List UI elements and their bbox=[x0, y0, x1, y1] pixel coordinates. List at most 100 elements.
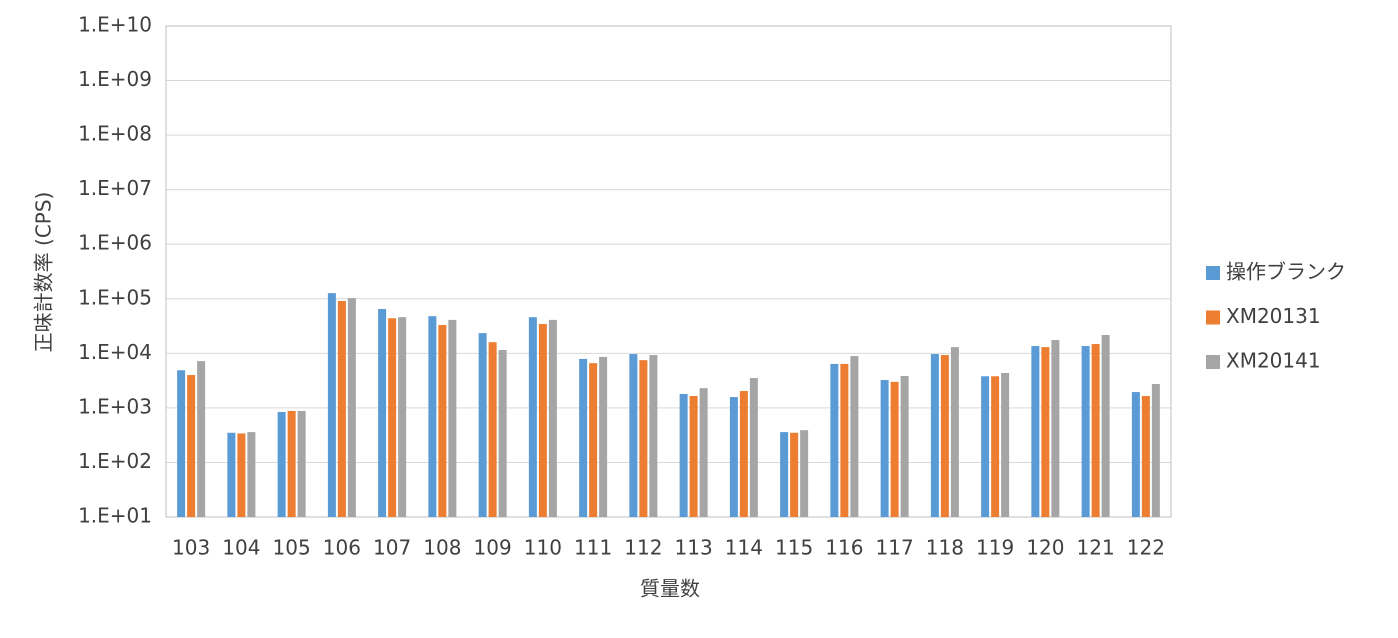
y-axis-label: 正味計数率 (CPS) bbox=[32, 192, 56, 353]
bar bbox=[649, 355, 658, 517]
y-tick-label: 1.E+01 bbox=[78, 504, 152, 528]
x-tick-label: 108 bbox=[423, 536, 461, 560]
x-tick-label: 117 bbox=[876, 536, 914, 560]
bar bbox=[880, 380, 889, 517]
x-tick-label: 119 bbox=[976, 536, 1014, 560]
bar bbox=[488, 342, 497, 517]
y-tick-label: 1.E+03 bbox=[78, 394, 152, 418]
x-tick-label: 113 bbox=[675, 536, 713, 560]
bar bbox=[900, 376, 909, 517]
bar bbox=[830, 363, 839, 517]
y-tick-label: 1.E+04 bbox=[78, 340, 152, 364]
bar bbox=[277, 412, 286, 517]
bar bbox=[739, 390, 748, 517]
bar bbox=[790, 432, 799, 517]
bar bbox=[528, 317, 537, 517]
x-tick-label: 118 bbox=[926, 536, 964, 560]
x-tick-label: 115 bbox=[775, 536, 813, 560]
x-tick-label: 110 bbox=[524, 536, 562, 560]
x-tick-label: 104 bbox=[222, 536, 260, 560]
bar bbox=[850, 356, 859, 517]
x-tick-label: 116 bbox=[825, 536, 863, 560]
bar bbox=[177, 370, 186, 517]
legend-label: XM20141 bbox=[1226, 349, 1321, 373]
bar bbox=[1151, 384, 1160, 517]
bar bbox=[599, 356, 608, 517]
bar bbox=[448, 319, 457, 517]
legend-swatch bbox=[1206, 355, 1220, 369]
bar bbox=[1141, 396, 1150, 517]
bar bbox=[498, 350, 507, 517]
bar bbox=[800, 430, 809, 517]
y-tick-label: 1.E+02 bbox=[78, 449, 152, 473]
bar bbox=[840, 363, 849, 517]
bar bbox=[1051, 340, 1060, 517]
x-tick-label: 103 bbox=[172, 536, 210, 560]
x-tick-label: 109 bbox=[474, 536, 512, 560]
bar bbox=[1101, 334, 1110, 517]
x-tick-label: 107 bbox=[373, 536, 411, 560]
bar bbox=[227, 432, 236, 517]
bar bbox=[1131, 392, 1140, 517]
bar bbox=[940, 355, 949, 517]
bar bbox=[1091, 344, 1100, 517]
bar bbox=[327, 293, 336, 517]
y-tick-label: 1.E+10 bbox=[78, 13, 152, 37]
legend-label: XM20131 bbox=[1226, 304, 1321, 328]
plot-frame bbox=[165, 25, 1172, 518]
bar bbox=[930, 354, 939, 517]
bar bbox=[579, 358, 588, 517]
bar bbox=[428, 316, 437, 517]
bar bbox=[689, 396, 698, 517]
bar bbox=[548, 319, 557, 517]
bar bbox=[780, 432, 789, 517]
bar bbox=[1031, 346, 1040, 517]
bar bbox=[629, 354, 638, 517]
y-tick-label: 1.E+06 bbox=[78, 231, 152, 255]
bar bbox=[639, 360, 648, 517]
bar bbox=[378, 308, 387, 517]
y-tick-label: 1.E+09 bbox=[78, 67, 152, 91]
bar bbox=[1001, 373, 1010, 517]
bar bbox=[478, 333, 487, 517]
x-tick-label: 121 bbox=[1077, 536, 1115, 560]
bar bbox=[981, 376, 990, 517]
bar bbox=[749, 378, 758, 517]
x-tick-label: 114 bbox=[725, 536, 763, 560]
bar bbox=[398, 317, 407, 517]
bar bbox=[991, 376, 1000, 517]
bar bbox=[297, 410, 306, 517]
bar bbox=[699, 388, 708, 517]
bar bbox=[247, 432, 256, 517]
y-tick-label: 1.E+07 bbox=[78, 176, 152, 200]
legend-swatch bbox=[1206, 310, 1220, 325]
bar bbox=[287, 410, 296, 517]
bar bbox=[237, 433, 246, 517]
bar bbox=[589, 363, 598, 517]
x-axis-label: 質量数 bbox=[640, 577, 700, 601]
x-tick-label: 122 bbox=[1127, 536, 1165, 560]
legend-label: 操作ブランク bbox=[1226, 260, 1346, 284]
x-tick-label: 112 bbox=[624, 536, 662, 560]
bar bbox=[187, 375, 196, 517]
x-tick-label: 120 bbox=[1026, 536, 1064, 560]
legend-swatch bbox=[1206, 266, 1220, 280]
x-tick-label: 105 bbox=[273, 536, 311, 560]
x-tick-label: 106 bbox=[323, 536, 361, 560]
bar bbox=[1041, 347, 1050, 517]
bar bbox=[679, 393, 688, 517]
bar bbox=[347, 298, 356, 517]
bar bbox=[950, 347, 959, 517]
bar bbox=[1081, 346, 1090, 517]
bar bbox=[890, 381, 899, 517]
x-tick-label: 111 bbox=[574, 536, 612, 560]
bar bbox=[729, 397, 738, 517]
bar bbox=[337, 301, 346, 517]
y-tick-label: 1.E+05 bbox=[78, 285, 152, 309]
y-tick-label: 1.E+08 bbox=[78, 122, 152, 146]
bar bbox=[388, 318, 397, 517]
bar bbox=[438, 325, 447, 517]
bar bbox=[197, 361, 206, 517]
